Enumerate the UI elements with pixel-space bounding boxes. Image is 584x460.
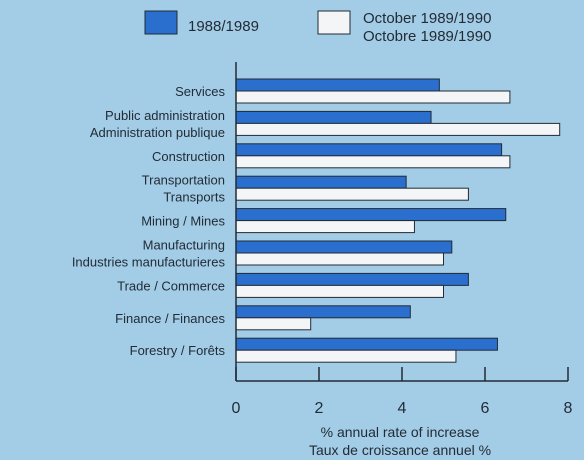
bar-1-9	[235, 337, 498, 351]
category-label: Public administration	[105, 108, 225, 123]
bar-2-1	[235, 90, 511, 104]
category-label: Trade / Commerce	[117, 278, 225, 293]
bar-1-4	[235, 175, 407, 189]
x-axis-title: % annual rate of increase Taux de croiss…	[309, 424, 491, 458]
bar-1-2	[235, 110, 432, 124]
category-label: Services	[175, 84, 225, 99]
x-axis-title-line-2: Taux de croissance annuel %	[309, 442, 491, 458]
bar-1-1	[235, 78, 440, 92]
legend-swatch-series-2	[317, 10, 351, 35]
bar-2-5	[235, 220, 415, 234]
bar-1-5	[235, 208, 507, 222]
bar-2-8	[235, 317, 312, 331]
x-tick-label: 4	[398, 400, 407, 417]
category-label: Industries manufacturieres	[72, 255, 226, 270]
bar-1-3	[235, 143, 503, 157]
x-tick-label: 2	[315, 400, 324, 417]
category-label: Construction	[152, 149, 225, 164]
legend: 1988/1989 October 1989/1990 Octobre 1989…	[144, 10, 491, 45]
bar-2-6	[235, 252, 444, 266]
plot-area: Services Public administration Administrat…	[72, 78, 561, 363]
x-axis: 0 2 4 6 8	[232, 62, 573, 417]
legend-label-series-1: 1988/1989	[188, 18, 259, 35]
bar-1-8	[235, 305, 411, 319]
legend-label-series-2-line-1: October 1989/1990	[363, 10, 491, 27]
legend-label-series-2-line-2: Octobre 1989/1990	[363, 28, 491, 45]
bar-1-6	[235, 240, 453, 254]
category-label: Mining / Mines	[141, 214, 225, 229]
x-axis-title-line-1: % annual rate of increase	[321, 424, 480, 440]
bar-2-7	[235, 284, 444, 298]
bar-2-2	[235, 122, 561, 136]
x-tick-label: 6	[481, 400, 490, 417]
category-label: Manufacturing	[143, 238, 225, 253]
bar-2-3	[235, 155, 511, 169]
bar-2-4	[235, 187, 469, 201]
bar-2-9	[235, 349, 457, 363]
x-tick-label: 8	[564, 400, 573, 417]
category-label: Finance / Finances	[115, 311, 225, 326]
bar-1-7	[235, 272, 469, 286]
category-label: Transportation	[142, 173, 225, 188]
category-label: Forestry / Forêts	[130, 343, 226, 358]
legend-swatch-series-1	[144, 10, 178, 35]
x-tick-label: 0	[232, 400, 241, 417]
category-label: Transports	[163, 190, 225, 205]
category-label: Administration publique	[90, 125, 225, 140]
